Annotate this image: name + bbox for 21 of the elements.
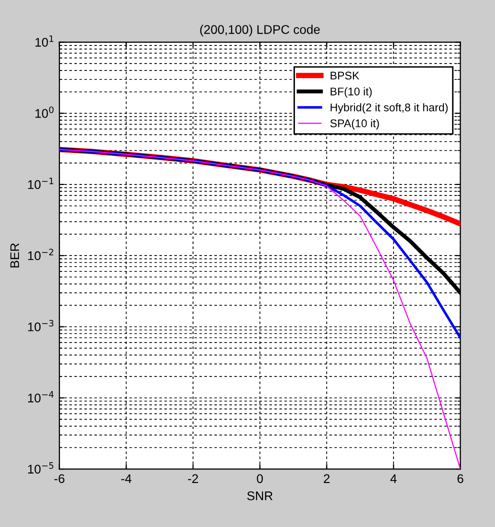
x-axis-title: SNR (247, 491, 272, 500)
chart-title: (200,100) LDPC code (200, 24, 320, 36)
legend-label: SPA(10 it) (330, 119, 379, 130)
y-tick-label: 10$^{−2}$ (28, 248, 54, 260)
x-tick-label: 6 (458, 474, 464, 484)
legend-label: BF(10 it) (330, 87, 372, 98)
y-axis-title: BER (10, 243, 20, 268)
x-tick-label: -4 (121, 474, 132, 483)
y-tick-label: 10$^{1}$ (35, 35, 54, 47)
legend-label: BPSK (330, 72, 360, 80)
x-tick-label: 0 (256, 474, 263, 484)
x-tick-label: -2 (188, 474, 198, 483)
y-tick-label: 10$^{0}$ (35, 106, 54, 118)
y-tick-label: 10$^{−5}$ (28, 462, 54, 474)
y-tick-label: 10$^{−3}$ (28, 320, 54, 332)
legend-label: Hybrid(2 it soft,8 it hard) (330, 103, 448, 114)
y-tick-label: 10$^{−1}$ (28, 178, 54, 190)
x-tick-label: -6 (54, 474, 64, 484)
x-tick-label: 4 (390, 474, 397, 483)
y-tick-label: 10$^{−4}$ (28, 391, 54, 402)
x-tick-label: 2 (324, 474, 330, 483)
